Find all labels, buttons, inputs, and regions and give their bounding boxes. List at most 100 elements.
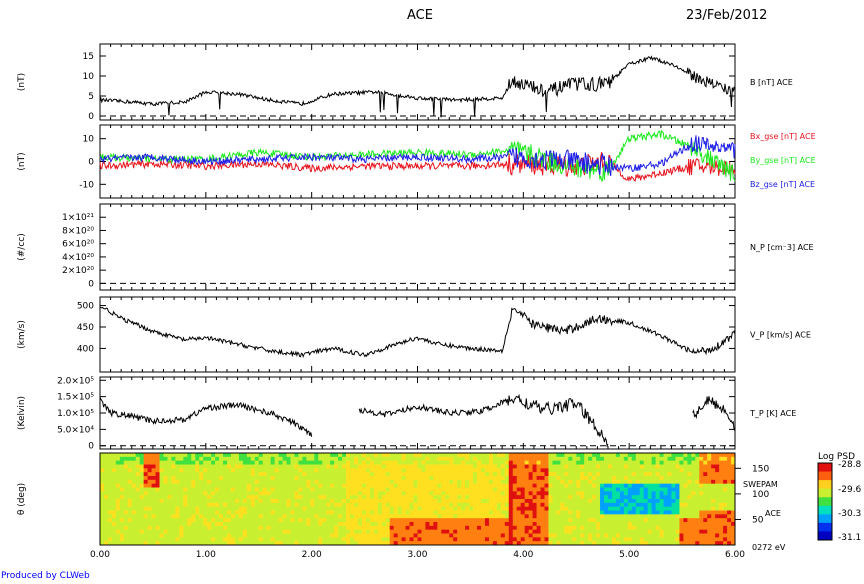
heatmap-cell: [425, 487, 430, 492]
heatmap-cell: [667, 529, 672, 534]
heatmap-cell: [548, 514, 553, 519]
heatmap-cell: [199, 476, 204, 481]
heatmap-cell: [219, 514, 224, 519]
heatmap-cell: [103, 506, 109, 511]
heatmap-cell: [504, 460, 510, 465]
heatmap-cell: [631, 522, 637, 527]
heatmap-cell: [703, 506, 708, 511]
heatmap-cell: [421, 541, 426, 546]
heatmap-cell: [357, 541, 363, 546]
heatmap-cell: [659, 479, 664, 485]
heatmap-cell: [223, 487, 228, 492]
heatmap-cell: [405, 514, 410, 519]
heatmap-cell: [488, 468, 494, 473]
heatmap-cell: [413, 525, 418, 531]
heatmap-cell: [234, 453, 240, 458]
heatmap-cell: [449, 472, 454, 477]
heatmap-cell: [103, 472, 109, 477]
heatmap-cell: [512, 541, 518, 546]
heatmap-cell: [481, 460, 486, 465]
heatmap-cell: [262, 495, 268, 500]
heatmap-cell: [453, 456, 458, 462]
heatmap-cell: [679, 522, 684, 527]
heatmap-cell: [123, 499, 129, 504]
heatmap-cell: [115, 456, 121, 462]
heatmap-cell: [302, 533, 307, 538]
heatmap-cell: [711, 464, 716, 469]
heatmap-cell: [715, 479, 720, 485]
heatmap-cell: [401, 529, 406, 534]
heatmap-cell: [667, 456, 672, 462]
heatmap-cell: [635, 514, 641, 519]
heatmap-cell: [528, 464, 533, 469]
heatmap-cell: [103, 518, 109, 523]
heatmap-cell: [223, 472, 228, 477]
heatmap-cell: [211, 522, 216, 527]
heatmap-cell: [683, 506, 688, 511]
heatmap-cell: [703, 495, 708, 500]
heatmap-cell: [207, 529, 212, 534]
heatmap-cell: [310, 506, 315, 511]
heatmap-cell: [278, 468, 283, 473]
heatmap-cell: [715, 476, 720, 481]
heatmap-cell: [330, 499, 335, 504]
heatmap-cell: [314, 472, 319, 477]
heatmap-cell: [719, 499, 724, 504]
heatmap-cell: [584, 510, 589, 515]
heatmap-cell: [223, 499, 228, 504]
heatmap-cell: [544, 487, 549, 492]
heatmap-cell: [326, 510, 331, 515]
heatmap-cell: [524, 502, 530, 508]
heatmap-cell: [282, 514, 287, 519]
heatmap-cell: [199, 487, 204, 492]
heatmap-cell: [298, 506, 303, 511]
heatmap-cell: [445, 537, 450, 542]
heatmap-cell: [338, 464, 343, 469]
heatmap-cell: [651, 529, 657, 534]
heatmap-cell: [330, 514, 335, 519]
heatmap-cell: [139, 491, 145, 496]
heatmap-cell: [302, 468, 307, 473]
heatmap-cell: [691, 522, 696, 527]
heatmap-cell: [651, 499, 657, 504]
heatmap-cell: [683, 529, 688, 534]
heatmap-cell: [711, 495, 716, 500]
heatmap-cell: [417, 529, 422, 534]
y-tick-label: 5: [88, 92, 94, 102]
heatmap-cell: [449, 518, 454, 523]
heatmap-cell: [564, 529, 569, 534]
heatmap-cell: [346, 541, 351, 546]
heatmap-cell: [425, 514, 430, 519]
heatmap-cell: [286, 460, 291, 465]
heatmap-cell: [715, 491, 720, 496]
heatmap-cell: [131, 522, 137, 527]
heatmap-cell: [215, 510, 220, 515]
heatmap-cell: [663, 525, 668, 531]
heatmap-cell: [369, 502, 375, 508]
heatmap-cell: [365, 495, 371, 500]
heatmap-cell: [584, 506, 589, 511]
heatmap-cell: [631, 510, 637, 515]
heatmap-cell: [377, 502, 383, 508]
heatmap-cell: [492, 529, 498, 534]
heatmap-cell: [481, 464, 486, 469]
heatmap-cell: [342, 483, 347, 488]
heatmap-cell: [413, 510, 418, 515]
heatmap-cell: [536, 518, 541, 523]
heatmap-cell: [330, 525, 335, 531]
heatmap-cell: [242, 529, 248, 534]
heatmap-cell: [481, 483, 486, 488]
heatmap-cell: [532, 541, 537, 546]
heatmap-cell: [627, 518, 633, 523]
heatmap-cell: [532, 472, 537, 477]
heatmap-cell: [346, 525, 351, 531]
heatmap-cell: [334, 456, 339, 462]
heatmap-cell: [512, 479, 518, 485]
heatmap-cell: [365, 537, 371, 542]
heatmap-cell: [274, 460, 279, 465]
heatmap-cell: [119, 479, 125, 485]
heatmap-cell: [496, 487, 502, 492]
heatmap-cell: [615, 491, 621, 496]
heatmap-cell: [346, 487, 351, 492]
heatmap-cell: [655, 502, 660, 508]
